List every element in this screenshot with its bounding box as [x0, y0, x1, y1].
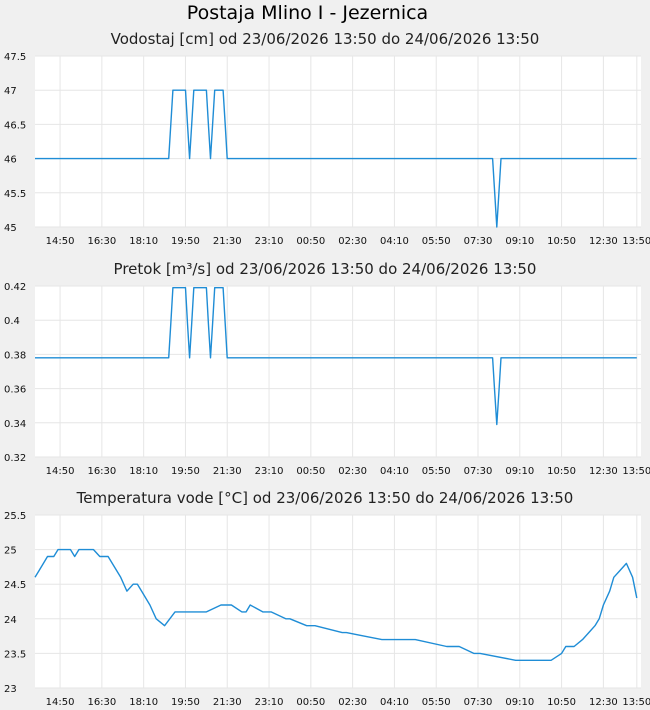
y-tick-label: 23.5: [4, 649, 26, 660]
y-tick-label: 45: [4, 223, 17, 234]
x-tick-label: 07:30: [464, 697, 493, 708]
x-tick-label: 18:10: [129, 466, 158, 477]
chart-svg: 23 23.5 24 24.5 25 25.5 14:50 16:30 18:10 19:50 21…: [4, 511, 650, 708]
y-tick-label: 24: [4, 615, 17, 626]
y-tick-label: 25.5: [4, 511, 26, 522]
x-tick-label: 13:50: [622, 466, 650, 477]
x-tick-label: 05:50: [422, 236, 451, 247]
x-tick-label: 21:30: [213, 697, 242, 708]
x-tick-label: 04:10: [380, 236, 409, 247]
y-tick-label: 24.5: [4, 580, 26, 591]
y-tick-label: 0.42: [4, 282, 26, 293]
x-tick-label: 23:10: [255, 236, 284, 247]
x-tick-label: 07:30: [464, 466, 493, 477]
x-tick-label: 00:50: [296, 236, 325, 247]
y-tick-label: 0.32: [4, 453, 26, 464]
x-tick-label: 16:30: [87, 466, 116, 477]
y-tick-label: 46: [4, 155, 17, 166]
y-tick-label: 47.5: [4, 52, 26, 63]
chart-svg: 0.32 0.34 0.36 0.38 0.4 0.42 14:50 16:30 18:10 19…: [4, 282, 650, 477]
y-tick-label: 47: [4, 86, 17, 97]
y-tick-label: 45.5: [4, 189, 26, 200]
x-tick-label: 09:10: [505, 466, 534, 477]
x-tick-label: 19:50: [171, 236, 200, 247]
x-tick-label: 23:10: [255, 466, 284, 477]
x-tick-label: 13:50: [622, 697, 650, 708]
x-tick-label: 12:30: [589, 697, 618, 708]
x-tick-label: 05:50: [422, 466, 451, 477]
x-tick-label: 00:50: [296, 697, 325, 708]
x-tick-label: 21:30: [213, 236, 242, 247]
x-tick-label: 16:30: [87, 697, 116, 708]
y-tick-label: 0.38: [4, 350, 26, 361]
x-tick-label: 14:50: [46, 236, 75, 247]
chart-flow: Pretok [m³/s] od 23/06/2026 13:50 do 24/…: [0, 260, 650, 480]
chart-svg: 45 45.5 46 46.5 47 47.5 14:50 16:30 18:10 19:50 21…: [4, 52, 650, 247]
series-line: [34, 548, 638, 662]
plot-area: [35, 286, 641, 457]
x-tick-label: 19:50: [171, 697, 200, 708]
x-tick-label: 16:30: [87, 236, 116, 247]
x-tick-label: 14:50: [46, 466, 75, 477]
x-tick-label: 10:50: [547, 236, 576, 247]
chart-title: Vodostaj [cm] od 23/06/2026 13:50 do 24/…: [110, 30, 540, 48]
chart-title: Pretok [m³/s] od 23/06/2026 13:50 do 24/…: [113, 260, 537, 278]
x-tick-label: 04:10: [380, 697, 409, 708]
x-tick-label: 09:10: [505, 236, 534, 247]
x-tick-label: 07:30: [464, 236, 493, 247]
x-tick-label: 23:10: [255, 697, 284, 708]
y-tick-label: 46.5: [4, 120, 26, 131]
x-tick-label: 05:50: [422, 697, 451, 708]
x-tick-label: 19:50: [171, 466, 200, 477]
x-tick-label: 13:50: [622, 236, 650, 247]
x-tick-label: 09:10: [505, 697, 534, 708]
x-tick-label: 21:30: [213, 466, 242, 477]
series-line: [35, 89, 637, 228]
plot-area: [35, 56, 641, 227]
page-title: Postaja Mlino I - Jezernica: [186, 2, 429, 24]
y-tick-label: 25: [4, 546, 17, 557]
x-tick-label: 12:30: [589, 466, 618, 477]
x-tick-label: 02:30: [338, 466, 367, 477]
y-tick-label: 23: [4, 684, 17, 695]
series-line: [35, 287, 637, 426]
chart-temperature: Temperatura vode [°C] od 23/06/2026 13:5…: [0, 489, 650, 710]
plot-area: [35, 515, 641, 688]
x-tick-label: 18:10: [129, 697, 158, 708]
x-tick-label: 10:50: [547, 697, 576, 708]
chart-title: Temperatura vode [°C] od 23/06/2026 13:5…: [76, 489, 574, 507]
x-tick-label: 18:10: [129, 236, 158, 247]
y-tick-label: 0.36: [4, 385, 26, 396]
chart-water-level: Vodostaj [cm] od 23/06/2026 13:50 do 24/…: [0, 30, 650, 250]
x-tick-label: 10:50: [547, 466, 576, 477]
x-tick-label: 14:50: [46, 697, 75, 708]
x-tick-label: 02:30: [338, 697, 367, 708]
y-tick-label: 0.4: [4, 316, 20, 327]
x-tick-label: 00:50: [296, 466, 325, 477]
x-tick-label: 04:10: [380, 466, 409, 477]
x-tick-label: 02:30: [338, 236, 367, 247]
y-tick-label: 0.34: [4, 419, 26, 430]
x-tick-label: 12:30: [589, 236, 618, 247]
